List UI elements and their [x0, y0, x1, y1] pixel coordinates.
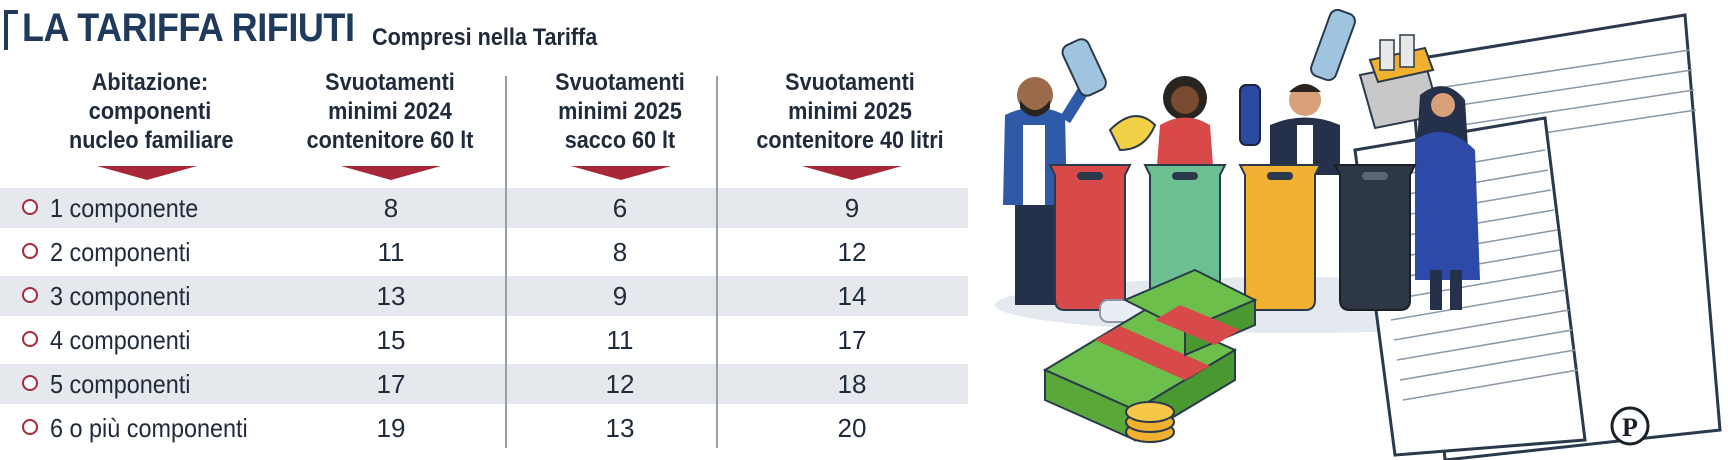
column-header-2025-40: Svuotamenti minimi 2025 contenitore 40 l…	[725, 68, 975, 155]
header-triangle	[97, 166, 197, 180]
bottle-icon	[1061, 38, 1107, 97]
cell-2025-40: 14	[837, 281, 867, 311]
cell-2025-sacco: 9	[612, 281, 628, 311]
person-figure	[1415, 86, 1480, 310]
column-header-line: contenitore 40 litri	[756, 127, 944, 154]
cell-2025-sacco: 11	[606, 325, 634, 355]
cell-2025-sacco: 13	[605, 413, 635, 443]
cell-2025-40: 17	[837, 325, 867, 355]
table-row: 4 componenti 15 11 17	[0, 320, 968, 360]
cell-2025-sacco: 12	[605, 369, 635, 399]
column-separator	[716, 76, 718, 448]
column-header-line: Svuotamenti	[325, 69, 455, 96]
row-label: 1 componente	[50, 193, 199, 223]
bullet-circle	[22, 243, 38, 259]
publisher-logo-letter: P	[1622, 413, 1638, 442]
column-header-line: componenti	[88, 98, 212, 125]
bullet-circle	[22, 419, 38, 435]
bullet-circle	[22, 199, 38, 215]
bin-yellow	[1238, 164, 1322, 311]
cell-2024-60: 17	[376, 369, 406, 399]
bottle-icon	[1239, 84, 1261, 146]
column-header-household: Abitazione: componenti nucleo familiare	[60, 68, 240, 155]
cell-2025-40: 18	[837, 369, 867, 399]
cell-2025-40: 12	[837, 237, 867, 267]
row-label: 5 componenti	[50, 369, 191, 399]
cell-2024-60: 8	[383, 193, 399, 223]
bullet-circle	[22, 331, 38, 347]
bin-red	[1048, 164, 1132, 311]
person-figure	[1003, 76, 1096, 305]
header-triangle	[802, 166, 902, 180]
header-triangle	[341, 166, 441, 180]
row-label: 3 componenti	[50, 281, 191, 311]
bullet-circle	[22, 287, 38, 303]
title-mark	[4, 10, 18, 50]
header-triangle	[571, 166, 671, 180]
column-header-line: contenitore 60 lt	[306, 127, 474, 154]
column-header-line: minimi 2024	[328, 98, 452, 125]
row-label: 4 componenti	[50, 325, 191, 355]
column-header-2024-60: Svuotamenti minimi 2024 contenitore 60 l…	[265, 68, 515, 155]
person-figure	[1157, 76, 1213, 165]
column-header-line: Svuotamenti	[555, 69, 685, 96]
bin-dark	[1333, 164, 1417, 311]
publisher-logo: P	[1610, 406, 1650, 446]
column-header-line: sacco 60 lt	[564, 127, 676, 154]
cell-2024-60: 15	[376, 325, 406, 355]
coins-icon	[1125, 401, 1175, 443]
cell-2024-60: 19	[376, 413, 406, 443]
column-header-line: nucleo familiare	[69, 127, 234, 154]
cell-2024-60: 13	[376, 281, 406, 311]
recycling-illustration: P	[995, 8, 1722, 460]
table-row: 1 componente 8 6 9	[0, 188, 968, 228]
page-subtitle: Compresi nella Tariffa	[372, 24, 598, 51]
cell-2025-sacco: 8	[612, 237, 628, 267]
column-header-line: minimi 2025	[788, 98, 912, 125]
bullet-circle	[22, 375, 38, 391]
column-header-line: Abitazione:	[91, 69, 209, 96]
column-header-line: Svuotamenti	[785, 69, 915, 96]
cell-2025-sacco: 6	[612, 193, 628, 223]
cell-2025-40: 20	[837, 413, 867, 443]
table-row: 5 componenti 17 12 18	[0, 364, 968, 404]
table-row: 3 componenti 13 9 14	[0, 276, 968, 316]
column-header-line: minimi 2025	[558, 98, 682, 125]
column-header-2025-sacco: Svuotamenti minimi 2025 sacco 60 lt	[495, 68, 745, 155]
row-label: 6 o più componenti	[50, 413, 248, 443]
row-label: 2 componenti	[50, 237, 191, 267]
table-row: 2 componenti 11 8 12	[0, 232, 968, 272]
cell-2024-60: 11	[377, 237, 405, 267]
cell-2025-40: 9	[844, 193, 860, 223]
person-figure	[1270, 84, 1340, 175]
banana-peel-icon	[1108, 115, 1157, 152]
table-row: 6 o più componenti 19 13 20	[0, 408, 968, 448]
bottle-icon	[1310, 8, 1356, 82]
page-title: LA TARIFFA RIFIUTI	[22, 6, 355, 50]
column-separator	[505, 76, 507, 448]
